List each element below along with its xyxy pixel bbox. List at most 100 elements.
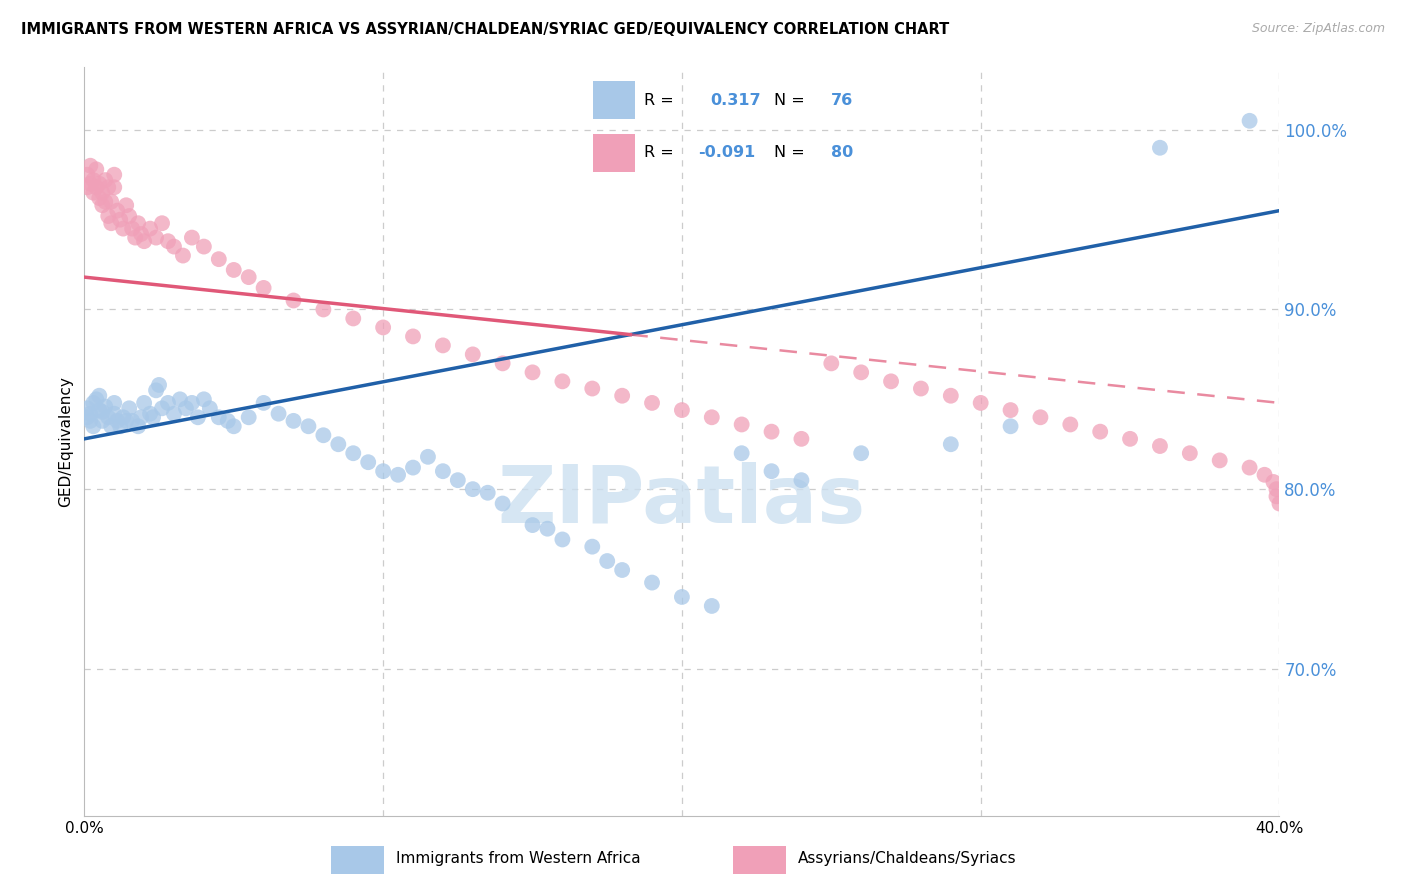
Point [1029,410,1052,425]
Point [461,482,484,496]
Point [82,419,104,434]
Point [1000,403,1022,417]
Point [820,356,842,370]
Point [97,209,120,223]
Text: 0.317: 0.317 [710,93,761,108]
Point [208,410,231,425]
FancyBboxPatch shape [330,846,384,874]
Point [181,396,204,410]
Point [387,467,409,482]
Point [477,485,499,500]
Point [1239,460,1261,475]
Point [169,392,191,407]
Point [1149,439,1171,453]
Point [373,464,395,478]
Point [700,599,723,613]
Point [110,419,132,434]
Point [461,347,484,361]
Point [76,401,98,416]
Point [118,209,141,223]
Point [222,419,245,434]
Point [1263,475,1285,489]
Point [105,414,128,428]
Point [1253,467,1275,482]
Point [94,194,117,209]
Point [129,227,152,241]
Point [187,410,209,425]
Point [222,263,245,277]
Point [193,239,215,253]
Point [790,432,813,446]
Text: N =: N = [773,145,810,161]
Point [124,230,146,244]
Point [89,389,111,403]
Point [94,400,117,414]
Point [145,384,167,398]
Point [127,419,149,434]
Point [181,230,204,244]
Point [1209,453,1232,467]
Text: Immigrants from Western Africa: Immigrants from Western Africa [396,851,641,866]
Point [208,252,231,267]
Point [641,396,664,410]
Point [267,407,290,421]
Point [342,446,364,460]
Point [100,419,122,434]
Point [132,396,156,410]
Point [342,311,364,326]
Point [198,401,221,416]
Point [1059,417,1081,432]
Point [139,221,162,235]
Point [671,590,693,604]
Point [357,455,380,469]
Point [596,554,619,568]
Point [97,180,120,194]
Point [112,410,135,425]
Point [1178,446,1201,460]
Point [910,382,932,396]
Point [105,203,128,218]
Point [328,437,350,451]
Point [492,496,515,510]
Point [312,428,335,442]
Point [89,191,111,205]
Point [142,410,165,425]
Point [238,410,260,425]
Point [761,464,783,478]
Point [127,216,149,230]
Point [163,239,186,253]
Point [432,464,454,478]
Point [86,162,108,177]
Point [82,186,104,200]
Point [700,410,723,425]
Point [76,410,98,425]
Point [79,407,101,421]
Text: N =: N = [773,93,810,108]
Point [492,356,515,370]
Point [612,563,634,577]
Point [150,216,173,230]
Point [536,522,558,536]
Point [253,396,276,410]
Point [82,396,104,410]
FancyBboxPatch shape [592,134,636,171]
Point [1000,419,1022,434]
Point [432,338,454,352]
Point [283,293,305,308]
Point [1265,489,1288,503]
Point [79,159,101,173]
Point [97,410,120,425]
Point [1090,425,1112,439]
Point [612,389,634,403]
Text: 80: 80 [831,145,853,161]
Point [447,473,470,487]
Point [91,405,114,419]
Point [103,168,125,182]
Point [115,414,138,428]
Point [79,177,101,191]
Point [970,396,993,410]
Point [238,270,260,285]
Point [172,249,194,263]
Point [217,414,239,428]
Point [174,401,197,416]
